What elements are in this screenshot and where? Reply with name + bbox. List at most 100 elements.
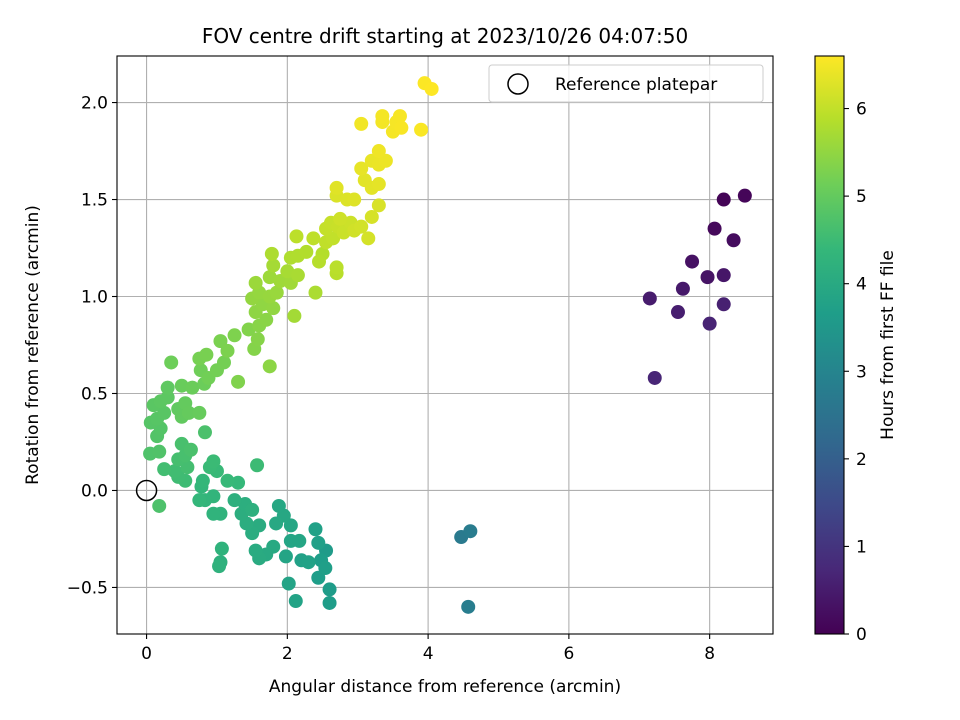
- scatter-point: [264, 246, 279, 261]
- scatter-point: [461, 599, 476, 614]
- scatter-point: [394, 120, 409, 135]
- scatter-point: [670, 305, 685, 320]
- plot-frame: [116, 55, 774, 635]
- scatter-point: [333, 211, 348, 226]
- scatter-point: [214, 541, 229, 556]
- y-axis-label: Rotation from reference (arcmin): [23, 205, 43, 485]
- colorbar-tick-label: 2: [856, 450, 867, 470]
- scatter-point: [354, 161, 369, 176]
- scatter-point: [329, 260, 344, 275]
- x-tick-label: 6: [563, 644, 574, 664]
- colorbar-tick-label: 3: [856, 362, 867, 382]
- scatter-point: [271, 498, 286, 513]
- scatter-point: [174, 378, 189, 393]
- colorbar-ticks: 0 1 2 3 4 5 6: [844, 100, 867, 645]
- scatter-point: [378, 153, 393, 168]
- scatter-point: [371, 144, 386, 159]
- scatter-point: [347, 192, 362, 207]
- scatter-point: [361, 231, 376, 246]
- scatter-point: [231, 374, 246, 389]
- scatter-point: [280, 264, 295, 279]
- scatter-point: [273, 273, 288, 288]
- scatter-point: [227, 328, 242, 343]
- y-tick-label: −0.5: [67, 578, 108, 598]
- scatter-point: [299, 244, 314, 259]
- scatter-point: [250, 458, 265, 473]
- legend: Reference platepar: [488, 64, 764, 103]
- y-tick-label: 0.5: [81, 384, 108, 404]
- scatter-point: [213, 334, 228, 349]
- scatter-point: [301, 555, 316, 570]
- scatter-point: [685, 254, 700, 269]
- scatter-point: [675, 281, 690, 296]
- scatter-point: [290, 268, 305, 283]
- scatter-point: [259, 312, 274, 327]
- scatter-point: [206, 454, 221, 469]
- scatter-point: [375, 109, 390, 124]
- scatter-point: [414, 122, 429, 137]
- scatter-point: [227, 493, 242, 508]
- scatter-point: [262, 270, 277, 285]
- scatter-point: [288, 594, 303, 609]
- scatter-point: [326, 231, 341, 246]
- scatter-point: [216, 355, 231, 370]
- scatter-point: [266, 301, 281, 316]
- colorbar-tick-label: 4: [856, 275, 867, 295]
- scatter-point: [463, 524, 478, 539]
- legend-marker-open-circle: [507, 73, 529, 95]
- y-tick-label: 1.0: [81, 288, 108, 308]
- scatter-point: [336, 225, 351, 240]
- scatter-point: [167, 464, 182, 479]
- x-tick-label: 8: [704, 644, 715, 664]
- x-tick-label: 0: [141, 644, 152, 664]
- scatter-point: [278, 549, 293, 564]
- scatter-point: [269, 285, 284, 300]
- scatter-point: [354, 219, 369, 234]
- scatter-point: [231, 475, 246, 490]
- chart-title: FOV centre drift starting at 2023/10/26 …: [202, 24, 688, 48]
- scatter-point: [192, 405, 207, 420]
- legend-box: [488, 64, 764, 103]
- scatter-point: [220, 473, 235, 488]
- scatter-point: [726, 233, 741, 248]
- x-axis-label: Angular distance from reference (arcmin): [269, 677, 621, 697]
- colorbar-tick-label: 1: [856, 537, 867, 557]
- scatter-point: [308, 285, 323, 300]
- scatter-point: [354, 116, 369, 131]
- colorbar-tick-label: 6: [856, 100, 867, 120]
- scatter-point: [212, 559, 227, 574]
- y-tick-label: 0.0: [81, 481, 108, 501]
- y-tick-label: 1.5: [81, 191, 108, 211]
- scatter-point: [311, 570, 326, 585]
- scatter-point: [266, 258, 281, 273]
- scatter-point: [287, 308, 302, 323]
- scatter-point: [157, 462, 172, 477]
- scatter-point: [164, 355, 179, 370]
- scatter-point: [371, 198, 386, 213]
- scatter-point: [329, 180, 344, 195]
- scatter-point: [322, 582, 337, 597]
- scatter-point: [716, 297, 731, 312]
- colorbar-frame: [814, 55, 845, 635]
- scatter-point: [371, 177, 386, 192]
- colorbar-label: Hours from first FF file: [878, 250, 898, 440]
- scatter-point: [283, 518, 298, 533]
- x-tick-label: 2: [282, 644, 293, 664]
- x-tick-label: 4: [423, 644, 434, 664]
- scatter-point: [269, 516, 284, 531]
- scatter-points: [143, 76, 752, 614]
- scatter-point: [245, 502, 260, 517]
- scatter-point: [185, 380, 200, 395]
- scatter-point: [716, 268, 731, 283]
- scatter-point: [364, 209, 379, 224]
- reference-layer: [135, 479, 158, 502]
- scatter-point: [250, 332, 265, 347]
- scatter-point: [206, 506, 221, 521]
- scatter-point: [647, 370, 662, 385]
- scatter-point: [289, 229, 304, 244]
- scatter-point: [322, 595, 337, 610]
- scatter-point: [183, 442, 198, 457]
- scatter-point: [716, 192, 731, 207]
- colorbar-tick-label: 0: [856, 625, 867, 645]
